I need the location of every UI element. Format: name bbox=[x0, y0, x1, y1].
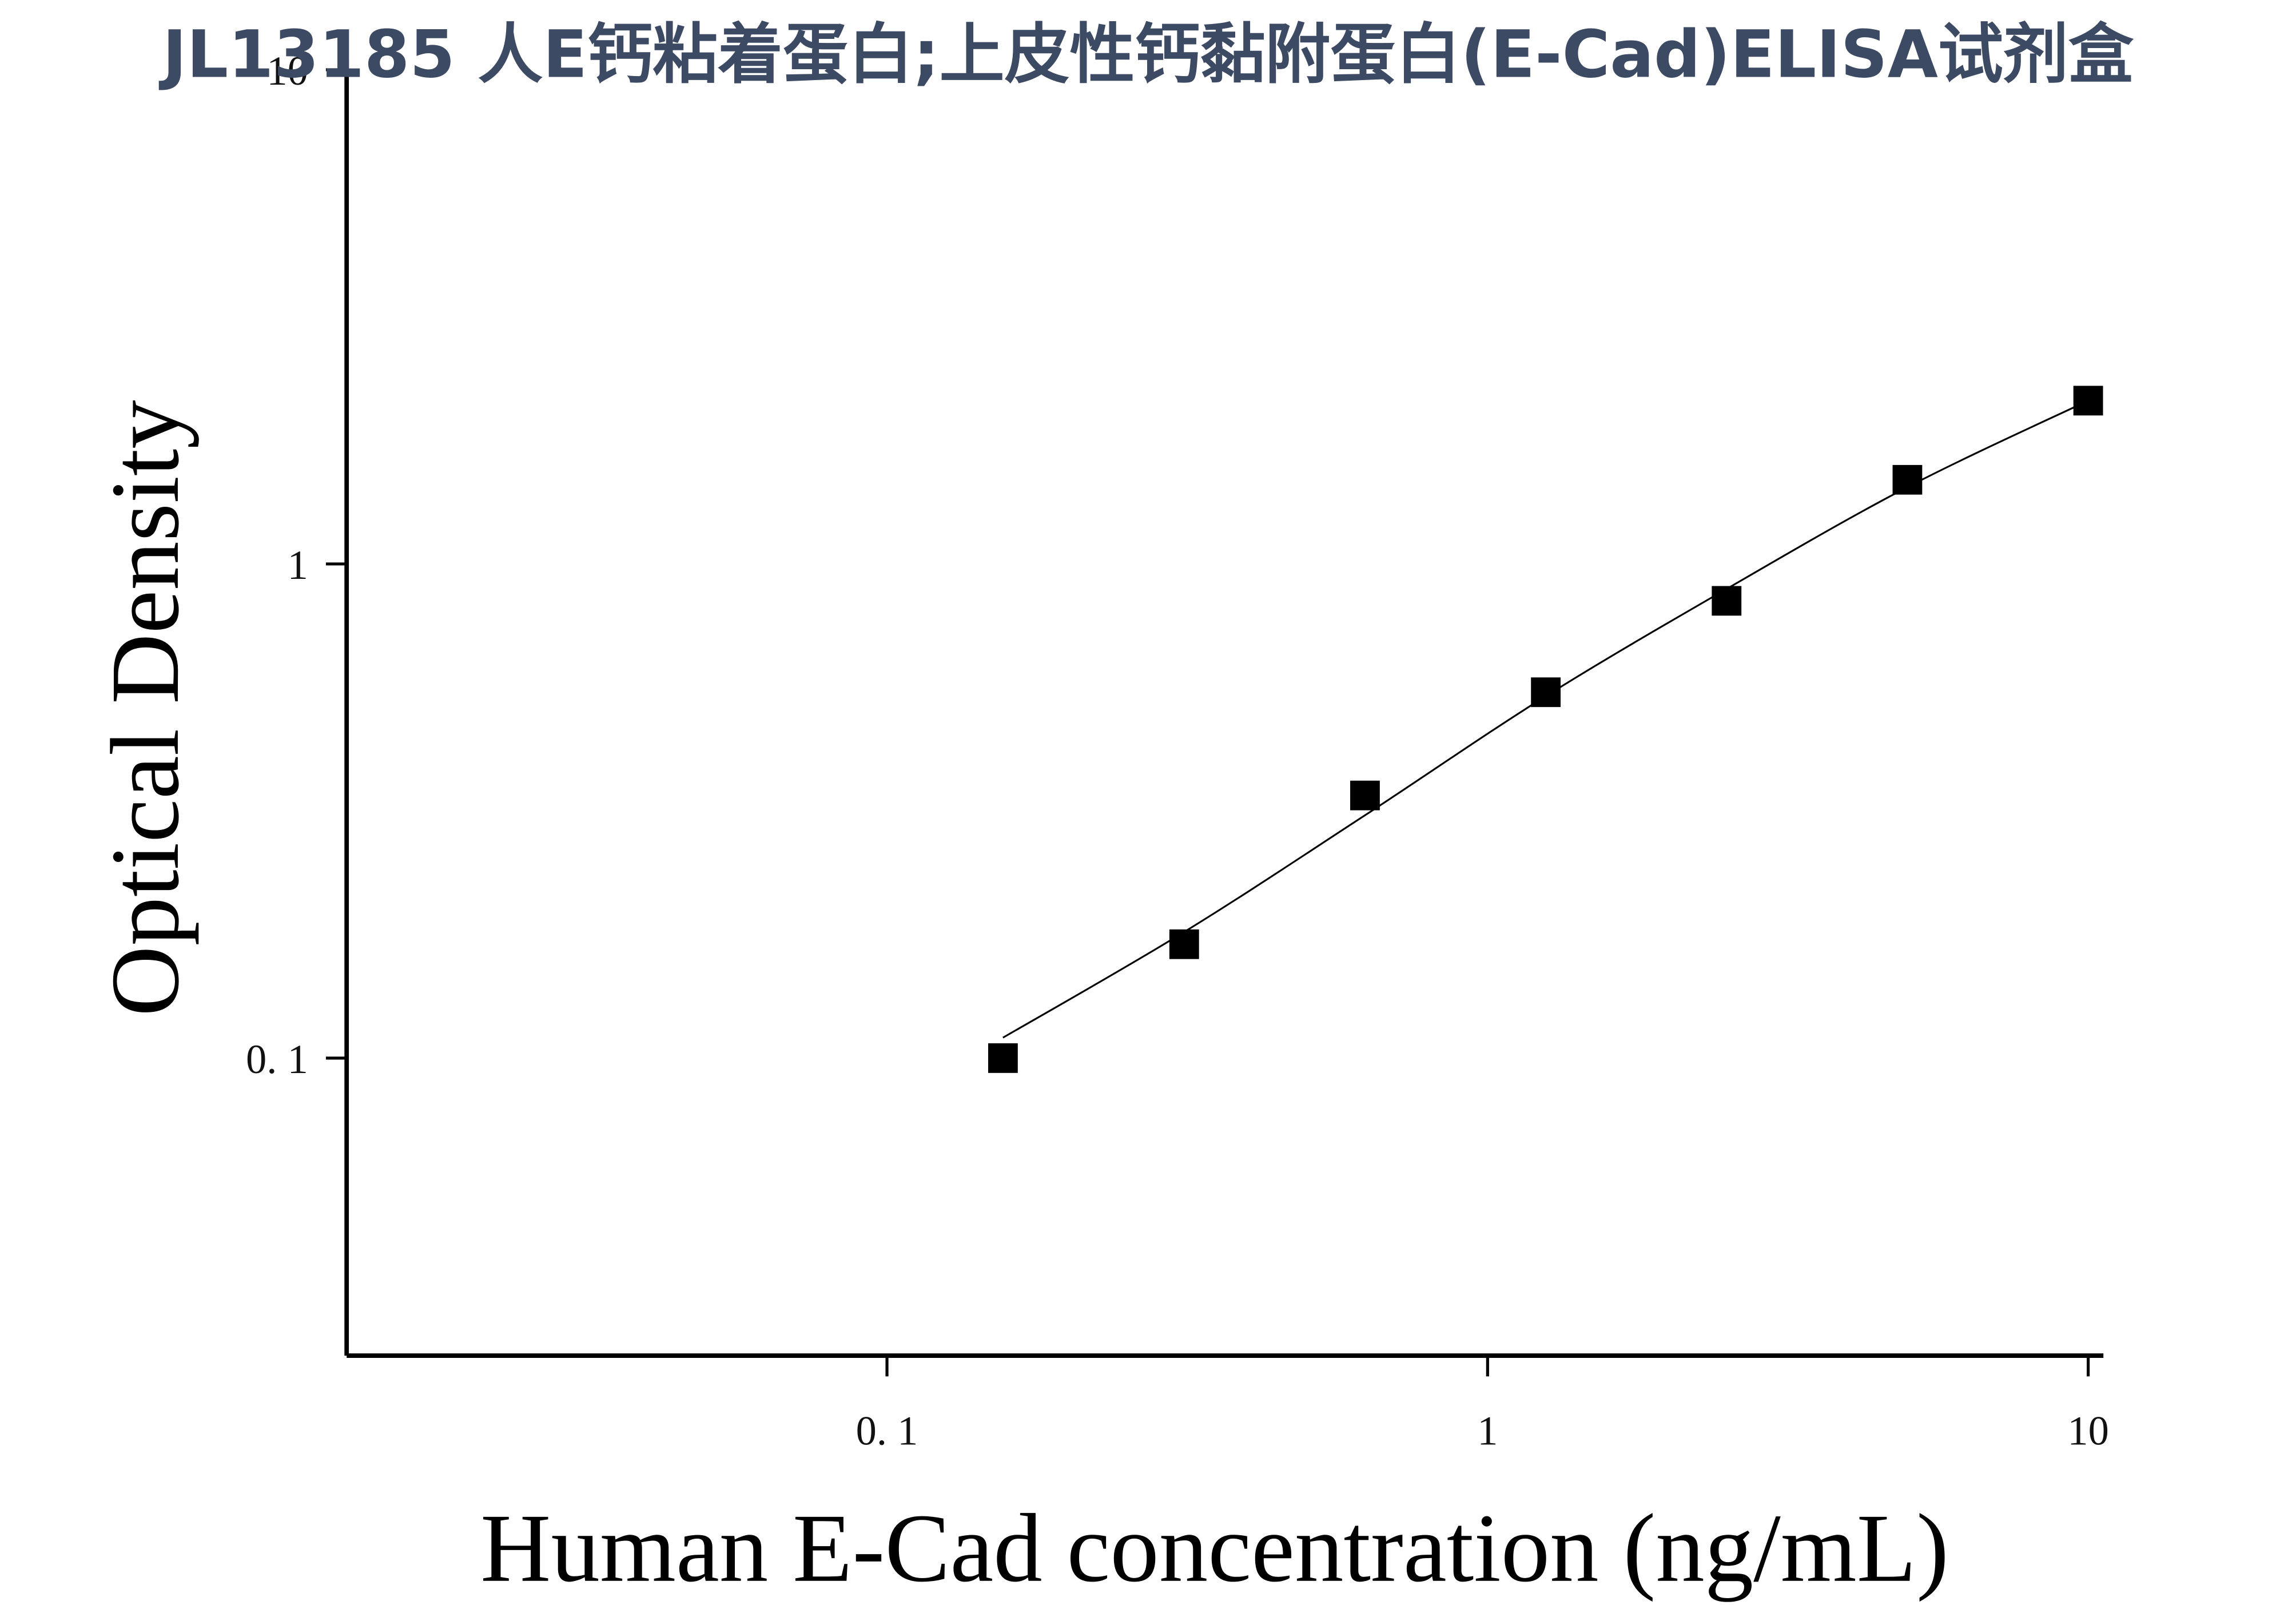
data-point bbox=[2073, 386, 2103, 416]
y-tick-label: 1 bbox=[288, 542, 308, 588]
data-point bbox=[988, 1043, 1018, 1073]
y-tick-label: 0. 1 bbox=[246, 1036, 308, 1082]
y-tick-label: 10 bbox=[266, 47, 308, 94]
fit-curve bbox=[1002, 400, 2089, 1039]
data-point bbox=[1169, 929, 1199, 959]
data-point bbox=[1531, 677, 1561, 708]
x-tick-label: 10 bbox=[2067, 1407, 2109, 1453]
x-axis-title: Human E-Cad concentration (ng/mL) bbox=[480, 1494, 1949, 1603]
chart-title: JL13185 人E钙粘着蛋白;上皮性钙黏附蛋白(E-Cad)ELISA试剂盒 bbox=[158, 17, 2134, 93]
data-point bbox=[1350, 780, 1380, 811]
data-point bbox=[1712, 586, 1742, 616]
y-axis-title: Optical Density bbox=[91, 400, 200, 1016]
x-tick-label: 0. 1 bbox=[856, 1407, 918, 1453]
data-point bbox=[1892, 464, 1923, 495]
x-tick-label: 1 bbox=[1477, 1407, 1498, 1453]
